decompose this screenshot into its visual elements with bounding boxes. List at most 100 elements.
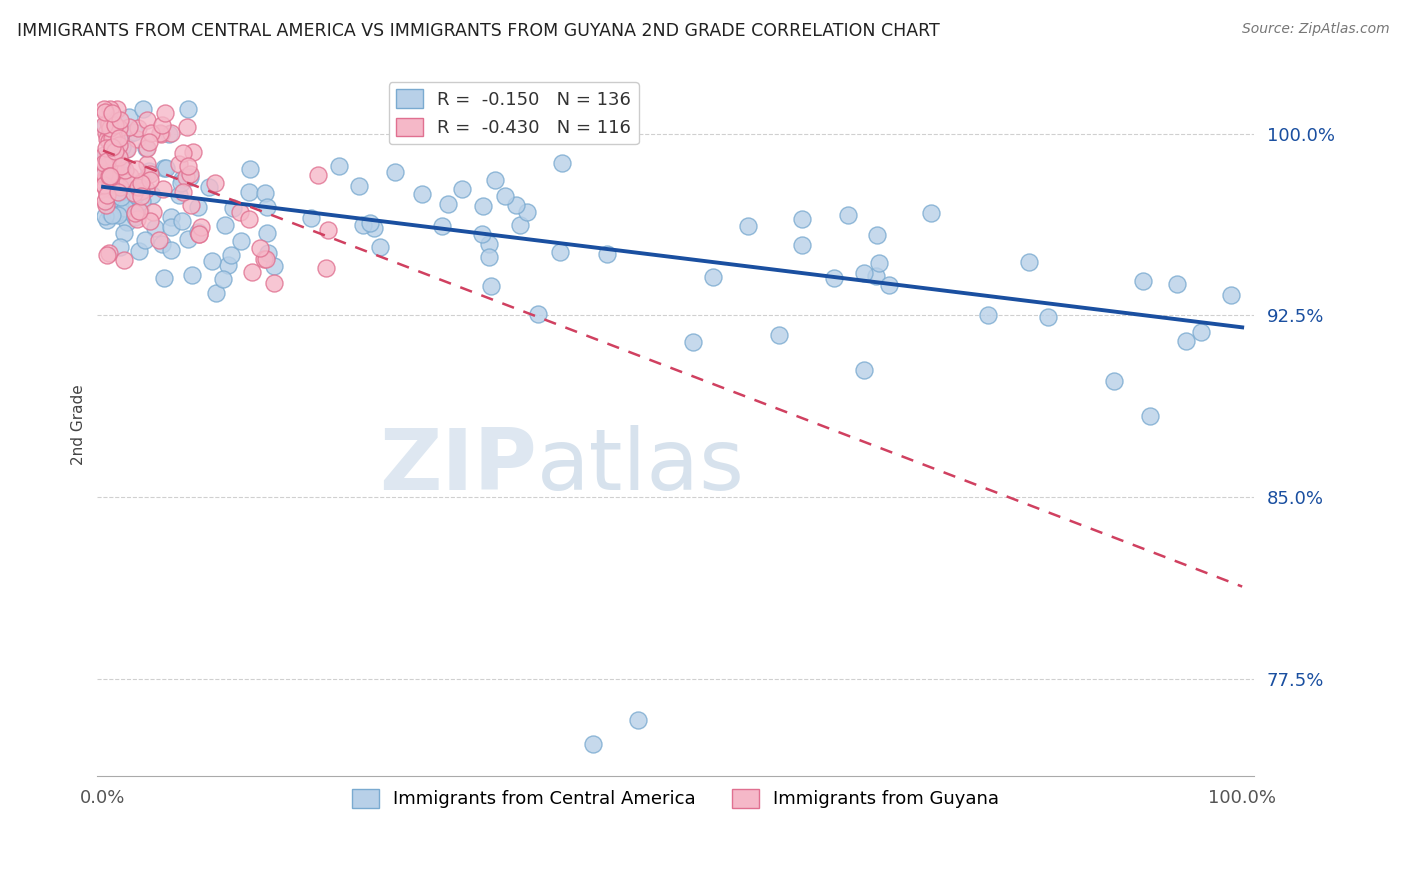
- Point: [98, 246, 121, 260]
- Point: [96, 141, 118, 155]
- Point: [1175, 334, 1198, 348]
- Point: [238, 211, 260, 226]
- Point: [384, 165, 406, 179]
- Point: [98, 169, 121, 183]
- Point: [136, 157, 159, 171]
- Point: [131, 194, 153, 209]
- Point: [263, 276, 285, 290]
- Point: [93, 103, 115, 117]
- Point: [509, 218, 531, 232]
- Point: [107, 208, 129, 222]
- Point: [1038, 310, 1060, 324]
- Point: [103, 144, 125, 158]
- Point: [176, 120, 198, 135]
- Point: [98, 159, 121, 173]
- Point: [94, 150, 117, 164]
- Point: [93, 178, 115, 193]
- Point: [108, 150, 131, 164]
- Point: [837, 208, 859, 222]
- Legend: Immigrants from Central America, Immigrants from Guyana: Immigrants from Central America, Immigra…: [344, 782, 1007, 815]
- Point: [125, 131, 148, 145]
- Point: [96, 198, 118, 212]
- Point: [256, 226, 278, 240]
- Point: [115, 175, 138, 189]
- Point: [150, 236, 173, 251]
- Point: [471, 199, 494, 213]
- Point: [172, 186, 194, 200]
- Point: [101, 151, 124, 165]
- Point: [177, 159, 200, 173]
- Point: [167, 157, 190, 171]
- Point: [136, 141, 159, 155]
- Point: [152, 270, 174, 285]
- Point: [94, 171, 117, 186]
- Point: [110, 166, 132, 180]
- Point: [125, 161, 148, 176]
- Point: [159, 127, 181, 141]
- Point: [118, 120, 141, 135]
- Point: [105, 136, 128, 151]
- Point: [516, 204, 538, 219]
- Point: [93, 148, 115, 162]
- Point: [98, 169, 121, 183]
- Point: [96, 126, 118, 140]
- Point: [101, 131, 124, 145]
- Point: [105, 178, 128, 193]
- Point: [104, 130, 127, 145]
- Point: [105, 143, 128, 157]
- Point: [257, 245, 280, 260]
- Point: [131, 103, 153, 117]
- Point: [98, 128, 121, 143]
- Point: [471, 227, 494, 241]
- Point: [790, 211, 813, 226]
- Point: [682, 335, 704, 350]
- Point: [138, 173, 160, 187]
- Point: [823, 271, 845, 285]
- Point: [153, 106, 176, 120]
- Point: [198, 179, 221, 194]
- Point: [315, 260, 337, 275]
- Point: [204, 176, 226, 190]
- Point: [169, 176, 191, 190]
- Point: [865, 268, 887, 283]
- Point: [1219, 287, 1241, 301]
- Point: [217, 258, 239, 272]
- Point: [129, 189, 152, 203]
- Point: [790, 238, 813, 252]
- Point: [131, 174, 153, 188]
- Point: [920, 206, 942, 220]
- Point: [104, 161, 127, 176]
- Point: [172, 172, 194, 186]
- Point: [582, 737, 605, 751]
- Point: [1132, 274, 1154, 288]
- Point: [548, 244, 571, 259]
- Point: [187, 225, 209, 239]
- Point: [149, 127, 172, 141]
- Point: [1018, 254, 1040, 268]
- Point: [1102, 374, 1125, 388]
- Point: [100, 178, 122, 193]
- Point: [97, 114, 120, 128]
- Point: [138, 164, 160, 178]
- Point: [108, 121, 131, 136]
- Point: [105, 191, 128, 205]
- Point: [107, 186, 129, 200]
- Point: [160, 243, 183, 257]
- Point: [976, 308, 998, 322]
- Point: [141, 188, 163, 202]
- Point: [124, 200, 146, 214]
- Point: [122, 186, 145, 200]
- Point: [120, 169, 142, 184]
- Point: [551, 156, 574, 170]
- Point: [128, 203, 150, 218]
- Point: [111, 178, 134, 192]
- Point: [169, 188, 191, 202]
- Point: [229, 235, 252, 249]
- Point: [238, 186, 260, 200]
- Point: [484, 172, 506, 186]
- Point: [134, 233, 156, 247]
- Point: [478, 250, 501, 264]
- Point: [263, 260, 285, 274]
- Point: [596, 246, 619, 260]
- Point: [865, 228, 887, 243]
